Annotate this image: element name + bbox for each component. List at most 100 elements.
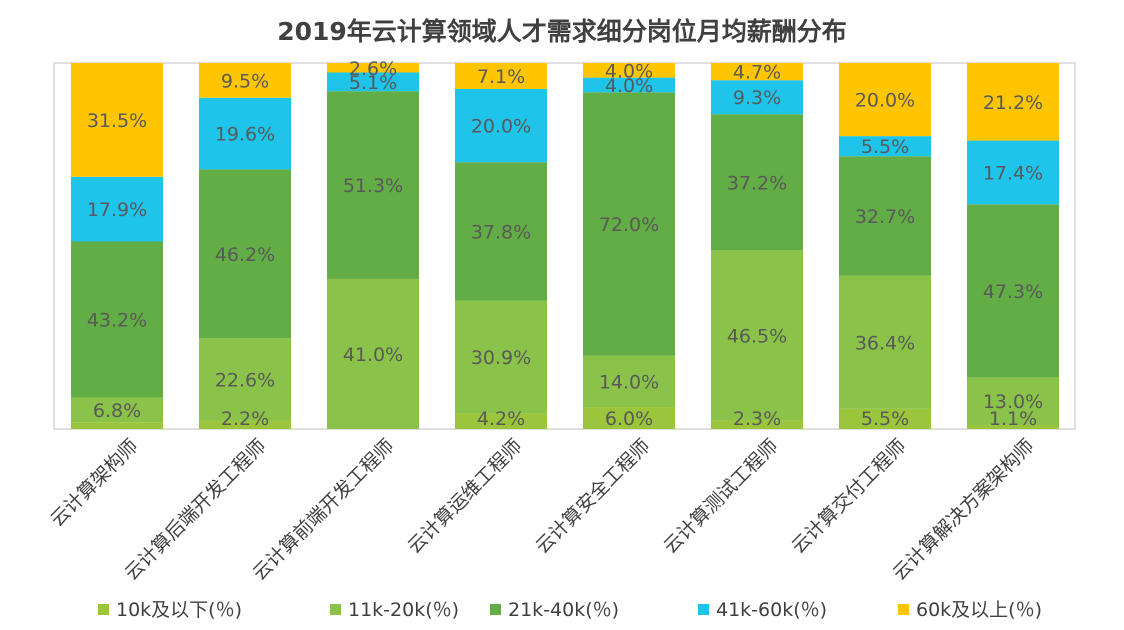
data-label-6-3: 37.2% <box>727 172 787 194</box>
data-label-5-4: 4.0% <box>605 75 653 97</box>
bar-segment-3-4 <box>327 72 419 92</box>
bar-segment-6-5 <box>711 63 803 81</box>
bar-segment-1-1 <box>71 422 163 429</box>
legend-item-1[interactable]: 10k及以下(％) <box>98 599 242 621</box>
data-label-6-1: 2.3% <box>733 408 781 430</box>
data-label-3-5: 2.6% <box>349 58 397 80</box>
data-label-5-5: 4.0% <box>605 60 653 82</box>
bar-segment-8-1 <box>967 424 1059 429</box>
data-label-4-3: 37.8% <box>471 221 531 243</box>
legend-item-5[interactable]: 60k及以上(％) <box>898 599 1042 621</box>
category-label-3: 云计算前端开发工程师 <box>249 435 399 585</box>
plot-area-border <box>53 62 1076 430</box>
category-label-4: 云计算运维工程师 <box>403 435 526 558</box>
legend-label-3: 21k-40k(％) <box>508 599 619 621</box>
data-label-6-4: 9.3% <box>733 87 781 109</box>
bar-segment-8-4 <box>967 140 1059 205</box>
legend-swatch-4 <box>698 604 709 615</box>
bar-segment-5-3 <box>583 92 675 356</box>
legend-swatch-2 <box>330 604 341 615</box>
data-label-2-2: 22.6% <box>215 370 275 392</box>
data-labels-layer: 6.8% 43.2% 17.9% 31.5% 2.2% 22.6% 46.2% 19.6% 9.… <box>87 58 1043 430</box>
data-label-8-3: 47.3% <box>983 281 1043 303</box>
data-label-3-2: 41.0% <box>343 344 403 366</box>
bar-segment-1-2 <box>71 397 163 423</box>
bar-segment-7-4 <box>839 136 931 157</box>
legend-label-5: 60k及以上(％) <box>916 599 1042 621</box>
data-label-2-3: 46.2% <box>215 244 275 266</box>
legend-item-3[interactable]: 21k-40k(％) <box>490 599 619 621</box>
data-label-2-5: 9.5% <box>221 70 269 92</box>
category-label-6: 云计算测试工程师 <box>659 435 782 558</box>
data-label-8-2: 13.0% <box>983 391 1043 413</box>
data-label-7-2: 36.4% <box>855 332 915 354</box>
data-label-1-5: 31.5% <box>87 110 147 132</box>
legend-swatch-3 <box>490 604 501 615</box>
bar-segment-2-1 <box>199 420 291 429</box>
data-label-1-2: 6.8% <box>93 400 141 422</box>
bar-segment-6-2 <box>711 250 803 421</box>
legend-item-2[interactable]: 11k-20k(％) <box>330 599 459 621</box>
data-label-3-4: 5.1% <box>349 72 397 94</box>
data-label-4-5: 7.1% <box>477 66 525 88</box>
bar-segment-5-2 <box>583 355 675 408</box>
category-label-5: 云计算安全工程师 <box>531 435 654 558</box>
data-label-8-5: 21.2% <box>983 92 1043 114</box>
data-label-5-3: 72.0% <box>599 214 659 236</box>
bars-layer <box>71 63 1059 429</box>
bar-segment-6-3 <box>711 114 803 251</box>
bar-segment-4-3 <box>455 162 547 301</box>
bar-segment-3-2 <box>327 278 419 429</box>
bar-segment-8-3 <box>967 204 1059 378</box>
chart-title: 2019年云计算领域人才需求细分岗位月均薪酬分布 <box>277 17 847 46</box>
data-label-2-4: 19.6% <box>215 124 275 146</box>
data-label-7-4: 5.5% <box>861 136 909 158</box>
legend-label-4: 41k-60k(％) <box>716 599 827 621</box>
bar-segment-7-3 <box>839 156 931 276</box>
bar-segment-3-3 <box>327 91 419 279</box>
data-label-4-2: 30.9% <box>471 347 531 369</box>
category-label-1: 云计算架构师 <box>46 435 142 531</box>
bar-segment-1-5 <box>71 63 163 177</box>
bar-segment-1-4 <box>71 176 163 242</box>
bar-segment-2-3 <box>199 169 291 339</box>
legend-swatch-5 <box>898 604 909 615</box>
category-label-2: 云计算后端开发工程师 <box>121 435 271 585</box>
data-label-8-4: 17.4% <box>983 162 1043 184</box>
bar-segment-8-2 <box>967 377 1059 425</box>
data-label-7-3: 32.7% <box>855 206 915 228</box>
bar-segment-8-5 <box>967 63 1059 141</box>
legend-item-4[interactable]: 41k-60k(％) <box>698 599 827 621</box>
data-label-7-1: 5.5% <box>861 408 909 430</box>
data-label-1-4: 17.9% <box>87 199 147 221</box>
category-label-8: 云计算解决方案架构师 <box>889 435 1039 585</box>
bar-segment-5-5 <box>583 63 675 78</box>
bar-segment-4-5 <box>455 63 547 89</box>
bar-segment-4-4 <box>455 88 547 163</box>
legend[interactable]: 10k及以下(％) 11k-20k(％) 21k-40k(％) 41k-60k(％) 6… <box>98 599 1042 621</box>
bar-segment-3-5 <box>327 63 419 73</box>
data-label-2-1: 2.2% <box>221 408 269 430</box>
bar-segment-4-2 <box>455 300 547 414</box>
data-label-1-3: 43.2% <box>87 310 147 332</box>
data-label-4-1: 4.2% <box>477 408 525 430</box>
bar-segment-2-5 <box>199 63 291 98</box>
bar-segment-4-1 <box>455 413 547 429</box>
bar-segment-1-3 <box>71 241 163 398</box>
bar-segment-7-5 <box>839 63 931 137</box>
bar-segment-7-2 <box>839 275 931 409</box>
legend-label-1: 10k及以下(％) <box>116 599 242 621</box>
bar-segment-5-1 <box>583 407 675 429</box>
data-label-4-4: 20.0% <box>471 116 531 138</box>
data-label-6-2: 46.5% <box>727 325 787 347</box>
data-label-5-2: 14.0% <box>599 371 659 393</box>
legend-label-2: 11k-20k(％) <box>348 599 459 621</box>
bar-segment-6-1 <box>711 420 803 429</box>
data-label-3-3: 51.3% <box>343 175 403 197</box>
data-label-7-5: 20.0% <box>855 90 915 112</box>
bar-segment-7-1 <box>839 408 931 429</box>
legend-swatch-1 <box>98 604 109 615</box>
data-label-6-5: 4.7% <box>733 62 781 84</box>
